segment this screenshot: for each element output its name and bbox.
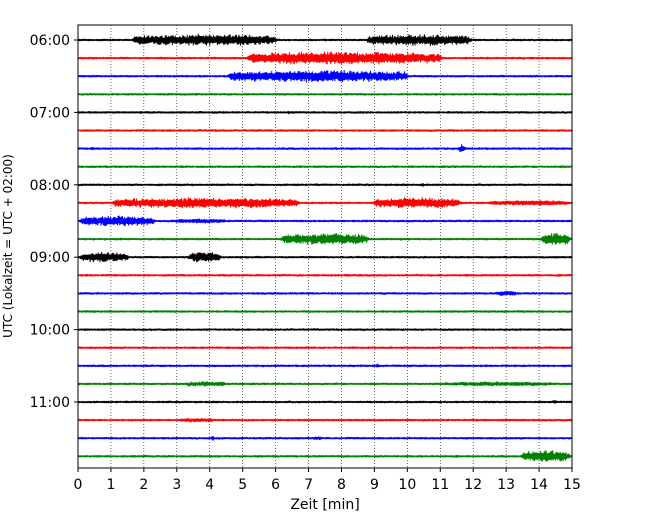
seismic-trace-0915: [77, 273, 573, 278]
x-tick-label: 12: [464, 477, 482, 493]
x-tick-label: 11: [431, 477, 449, 493]
plot-area-frame: [77, 24, 573, 469]
seismic-trace-0715: [77, 128, 573, 132]
seismic-trace-0930: [77, 290, 573, 297]
y-axis-label: UTC (Lokalzeit = UTC + 02:00): [1, 154, 15, 338]
seismic-trace-0745: [77, 165, 573, 169]
seismic-trace-0615: [77, 51, 573, 65]
x-tick-label: 1: [106, 477, 115, 493]
seismic-trace-1030: [77, 363, 573, 368]
y-tick-label: 08:00: [30, 178, 70, 194]
x-tick-label: 0: [74, 477, 83, 493]
seismic-trace-0900: [77, 252, 573, 263]
seismic-trace-1115: [77, 417, 573, 423]
x-axis-label: Zeit [min]: [290, 497, 359, 513]
seismic-trace-0800: [77, 183, 573, 187]
x-tick-label: 3: [172, 477, 181, 493]
x-tick-label: 7: [304, 477, 313, 493]
seismic-trace-1015: [77, 346, 573, 350]
seismic-trace-0630: [77, 69, 573, 83]
x-tick-label: 14: [530, 477, 548, 493]
seismic-trace-0815: [77, 197, 573, 209]
x-tick-label: 6: [271, 477, 280, 493]
seismic-trace-1100: [77, 400, 573, 404]
x-tick-label: 9: [370, 477, 379, 493]
x-tick-label: 2: [139, 477, 148, 493]
trace-group: [77, 33, 573, 462]
seismic-trace-0600: [77, 33, 573, 46]
x-axis: 0 1 2 3 4 5 6 7 8 9 10 11 12 13 14 15: [74, 468, 581, 493]
seismic-trace-1130: [77, 436, 573, 441]
y-tick-label: 11:00: [30, 395, 70, 411]
y-axis: 06:00 07:00 08:00 09:00 10:00 11:00: [30, 33, 78, 411]
x-tick-label: 13: [497, 477, 515, 493]
y-tick-label: 10:00: [30, 323, 70, 339]
x-tick-label: 5: [238, 477, 247, 493]
seismic-trace-0645: [77, 92, 573, 96]
seismic-trace-0830: [77, 215, 573, 227]
y-tick-label: 09:00: [30, 250, 70, 266]
x-tick-label: 10: [398, 477, 416, 493]
x-tick-label: 8: [337, 477, 346, 493]
y-tick-label: 07:00: [30, 105, 70, 121]
seismic-trace-1000: [77, 328, 573, 332]
seismic-trace-1045: [77, 380, 573, 387]
y-tick-label: 06:00: [30, 33, 70, 49]
seismic-trace-0845: [77, 232, 573, 245]
grid-lines: [110, 25, 540, 468]
x-tick-label: 15: [563, 477, 581, 493]
seismic-trace-0700: [77, 110, 573, 115]
seismic-trace-0945: [77, 309, 573, 313]
x-tick-label: 4: [205, 477, 214, 493]
seismic-trace-0730: [77, 144, 573, 152]
seismic-trace-1145: [77, 450, 573, 462]
